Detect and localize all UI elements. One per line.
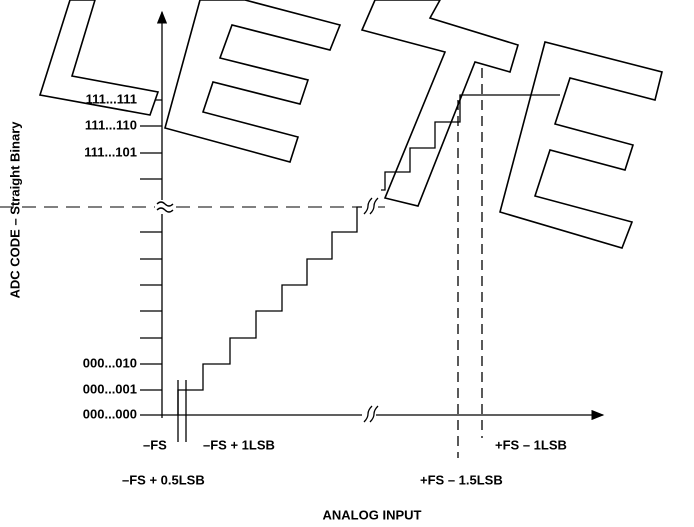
code-label: 000...010	[83, 355, 137, 370]
code-labels: 111...111 111...110 111...101 000...010 …	[83, 91, 137, 421]
shape	[363, 197, 379, 215]
x-label: –FS	[143, 437, 167, 452]
shape	[363, 405, 379, 423]
axes	[0, 10, 605, 423]
break-marks	[155, 197, 379, 423]
shape	[156, 201, 174, 213]
x-label: –FS + 1LSB	[203, 437, 275, 452]
transfer-function	[177, 68, 560, 458]
code-label: 111...101	[84, 144, 137, 159]
code-label: 000...001	[83, 381, 137, 396]
x-label: –FS + 0.5LSB	[122, 472, 205, 487]
y-ticks	[140, 99, 162, 391]
code-label: 111...111	[86, 91, 137, 106]
code-label: 000...000	[83, 406, 137, 421]
x-labels: –FS –FS + 1LSB –FS + 0.5LSB +FS – 1.5LSB…	[122, 437, 567, 487]
x-label: +FS – 1.5LSB	[420, 472, 503, 487]
watermark	[38, 0, 663, 249]
x-axis-title: ANALOG INPUT	[323, 507, 422, 522]
shape	[38, 0, 160, 116]
y-axis-title: ADC CODE – Straight Binary	[7, 121, 22, 299]
shape	[164, 0, 342, 163]
shape	[381, 94, 560, 191]
code-label: 111...110	[85, 117, 137, 132]
shape	[177, 206, 362, 415]
shape	[360, 0, 519, 207]
shape	[499, 41, 663, 249]
x-label: +FS – 1LSB	[495, 437, 567, 452]
shape	[155, 200, 171, 214]
